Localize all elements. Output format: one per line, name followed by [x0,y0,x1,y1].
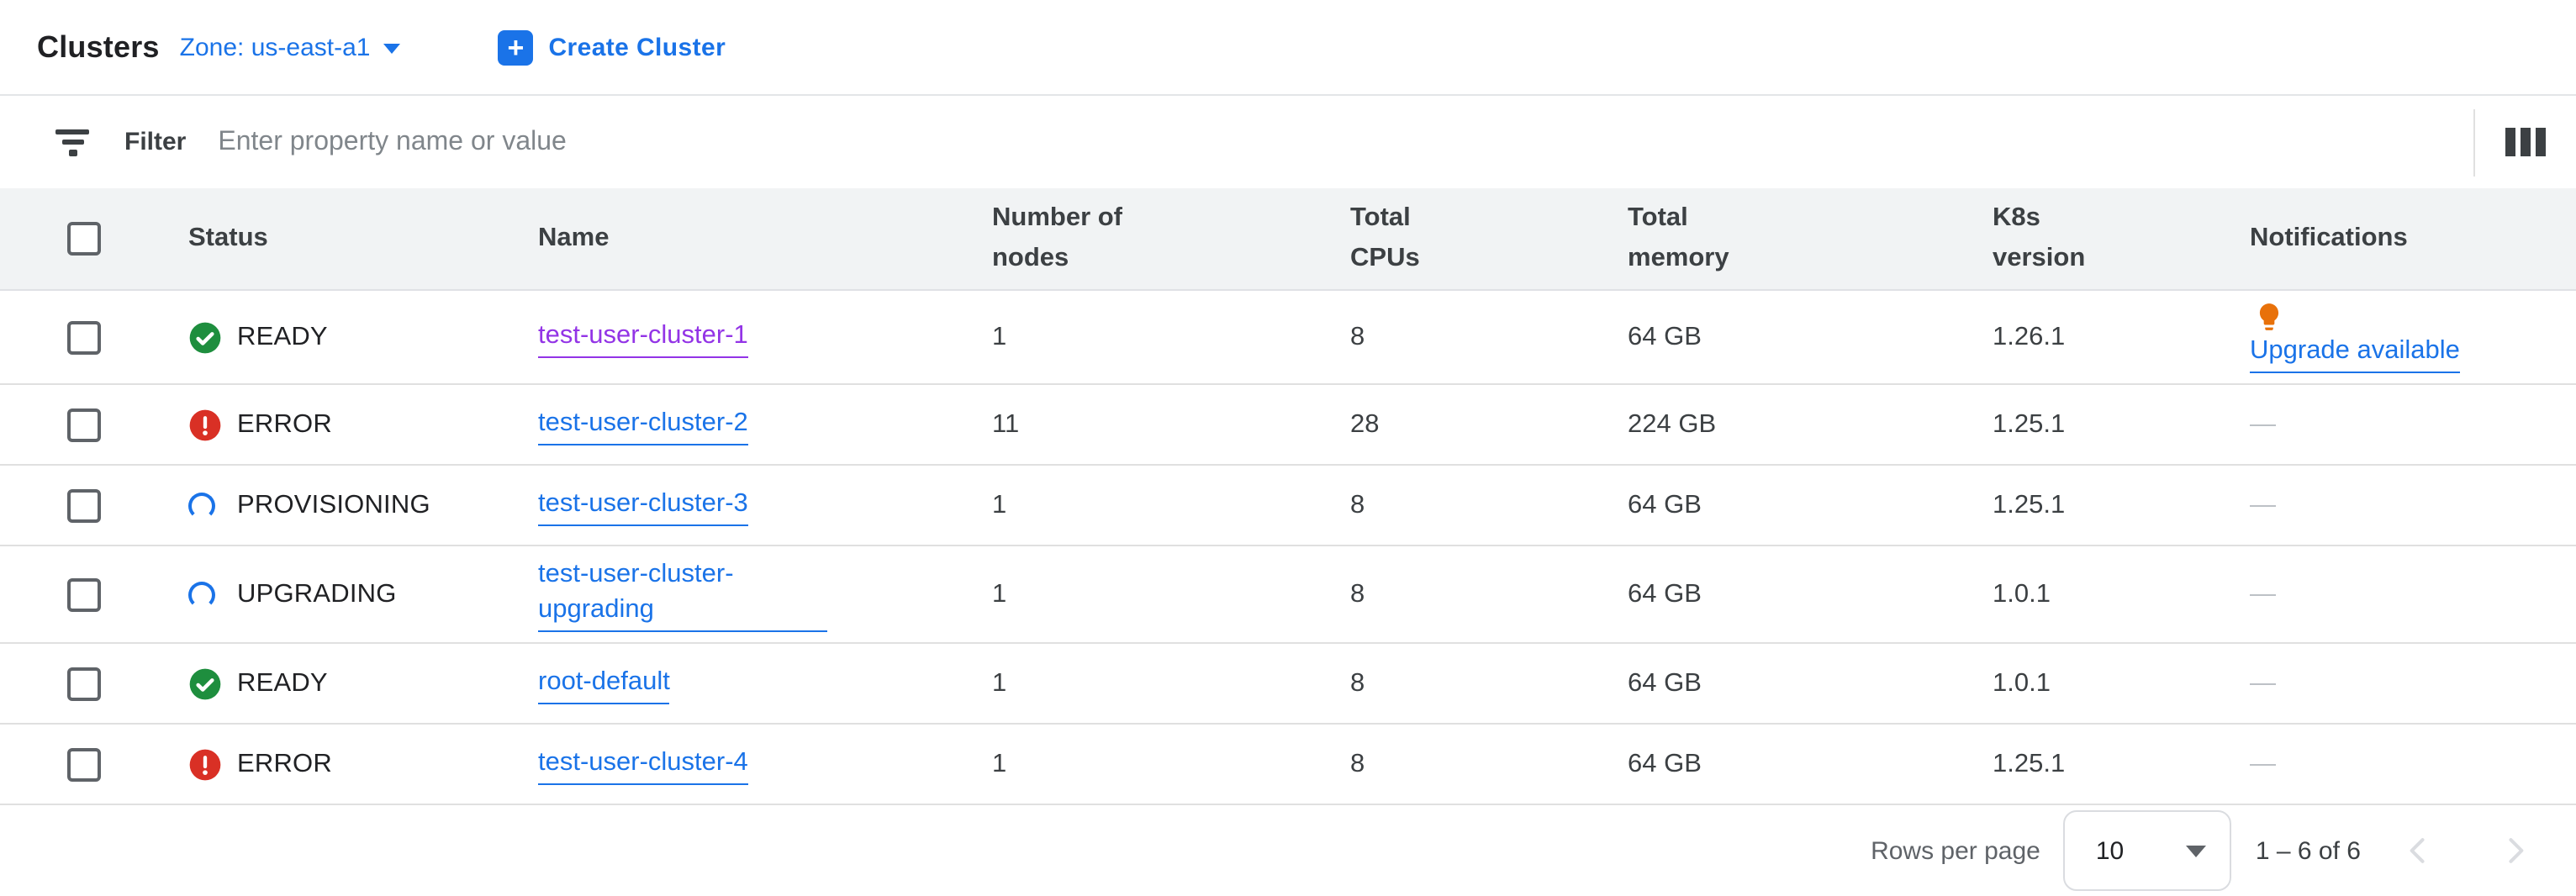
filter-label: Filter [124,128,187,156]
cluster-name-link[interactable]: test-user-cluster-upgrading [538,556,827,632]
row-checkbox[interactable] [67,667,101,700]
filter-icon [54,129,91,155]
divider [2473,108,2475,176]
page-title: Clusters [37,29,160,63]
cpus-value: 8 [1350,579,1365,608]
column-header-cpus: Total CPUs [1350,203,1420,272]
select-all-checkbox[interactable] [67,222,101,256]
memory-value: 224 GB [1628,409,1717,438]
column-header-nodes: Number of nodes [992,203,1122,272]
no-notification-dash: — [2250,490,2276,519]
column-header-notifications: Notifications [2250,224,2408,252]
status-label: ERROR [237,749,332,777]
k8s-version-value: 1.26.1 [1993,322,2066,350]
create-cluster-button[interactable]: + Create Cluster [498,29,726,65]
previous-page-button[interactable] [2398,830,2438,871]
cluster-name-link[interactable]: root-default [538,663,670,704]
k8s-version-value: 1.0.1 [1993,579,2051,608]
k8s-version-value: 1.25.1 [1993,409,2066,438]
table-row: PROVISIONING test-user-cluster-3 1 8 64 … [0,466,2576,546]
cluster-name-link[interactable]: test-user-cluster-4 [538,744,748,784]
filter-input[interactable] [218,127,2473,157]
cpus-value: 8 [1350,668,1365,697]
nodes-value: 1 [992,322,1007,350]
row-checkbox[interactable] [67,577,101,611]
memory-value: 64 GB [1628,668,1702,697]
cpus-value: 8 [1350,322,1365,350]
rows-per-page-value: 10 [2095,836,2125,865]
memory-value: 64 GB [1628,749,1702,777]
k8s-version-value: 1.0.1 [1993,668,2051,697]
status-label: ERROR [237,409,332,438]
page-header: Clusters Zone: us-east-a1 + Create Clust… [0,0,2576,96]
status-label: PROVISIONING [237,490,430,519]
status-label: READY [237,668,328,697]
cpus-value: 8 [1350,490,1365,519]
page-range-label: 1 – 6 of 6 [2255,836,2361,865]
next-page-button[interactable] [2495,830,2536,871]
row-checkbox[interactable] [67,488,101,522]
no-notification-dash: — [2250,749,2276,777]
status-ready-icon [188,667,222,700]
filter-bar: Filter [0,96,2576,188]
cpus-value: 28 [1350,409,1380,438]
create-cluster-label: Create Cluster [548,33,726,61]
status-label: READY [237,322,328,350]
rows-per-page-label: Rows per page [1871,836,2040,865]
cpus-value: 8 [1350,749,1365,777]
column-header-memory: Total memory [1628,203,1729,272]
memory-value: 64 GB [1628,322,1702,350]
status-error-icon [188,408,222,441]
column-header-k8s-version: K8s version [1993,203,2086,272]
k8s-version-value: 1.25.1 [1993,490,2066,519]
nodes-value: 1 [992,490,1007,519]
nodes-value: 1 [992,579,1007,608]
zone-selector[interactable]: Zone: us-east-a1 [180,33,401,61]
table-row: ERROR test-user-cluster-4 1 8 64 GB 1.25… [0,725,2576,805]
status-progress-spinner-icon [188,577,222,611]
no-notification-dash: — [2250,668,2276,697]
table-row: READY test-user-cluster-1 1 8 64 GB 1.26… [0,291,2576,385]
memory-value: 64 GB [1628,490,1702,519]
nodes-value: 1 [992,668,1007,697]
column-display-options-icon[interactable] [2499,121,2552,163]
table-row: ERROR test-user-cluster-2 11 28 224 GB 1… [0,385,2576,466]
nodes-value: 11 [992,409,1020,438]
status-ready-icon [188,320,222,354]
column-header-name: Name [538,224,610,252]
column-header-status: Status [188,224,268,252]
row-checkbox[interactable] [67,408,101,441]
caret-down-icon [2186,845,2207,856]
cluster-name-link[interactable]: test-user-cluster-3 [538,485,748,525]
plus-icon: + [498,29,534,65]
rows-per-page-select[interactable]: 10 [2063,810,2232,891]
row-checkbox[interactable] [67,320,101,354]
no-notification-dash: — [2250,579,2276,608]
cluster-name-link[interactable]: test-user-cluster-2 [538,404,748,445]
status-progress-spinner-icon [188,488,222,522]
no-notification-dash: — [2250,409,2276,438]
status-label: UPGRADING [237,579,397,608]
upgrade-available-link[interactable]: Upgrade available [2250,333,2460,373]
caret-down-icon [383,44,401,54]
pagination-bar: Rows per page 10 1 – 6 of 6 [0,805,2576,896]
cluster-name-link[interactable]: test-user-cluster-1 [538,317,748,357]
table-row: UPGRADING test-user-cluster-upgrading 1 … [0,546,2576,644]
nodes-value: 1 [992,749,1007,777]
row-checkbox[interactable] [67,747,101,781]
k8s-version-value: 1.25.1 [1993,749,2066,777]
lightbulb-icon [2253,301,2285,333]
table-row: READY root-default 1 8 64 GB 1.0.1 — [0,644,2576,725]
table-header-row: Status Name Number of nodes Total CPUs T… [0,188,2576,291]
zone-label: Zone: us-east-a1 [179,33,371,61]
memory-value: 64 GB [1628,579,1702,608]
status-error-icon [188,747,222,781]
